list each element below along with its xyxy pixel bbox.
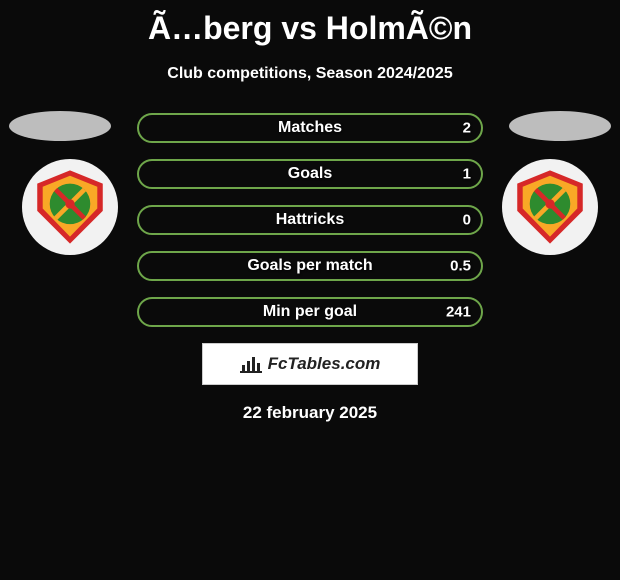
stat-row-gpm: Goals per match 0.5	[137, 251, 483, 281]
shield-icon	[511, 168, 589, 246]
stat-right-value: 0	[463, 212, 471, 229]
stat-right-value: 1	[463, 166, 471, 183]
stat-row-mpg: Min per goal 241	[137, 297, 483, 327]
player-right-ellipse	[509, 111, 611, 141]
footer-date: 22 february 2025	[0, 403, 620, 423]
page-title: Ã…berg vs HolmÃ©n	[0, 0, 620, 47]
comparison-content: Matches 2 Goals 1 Hattricks 0 Goals per …	[0, 111, 620, 423]
branding-text: FcTables.com	[268, 354, 381, 374]
stat-rows: Matches 2 Goals 1 Hattricks 0 Goals per …	[137, 111, 483, 327]
shield-icon	[31, 168, 109, 246]
stat-right-value: 0.5	[450, 258, 471, 275]
stat-label: Hattricks	[276, 211, 344, 229]
bar-chart-icon	[240, 355, 262, 373]
stat-label: Goals	[288, 165, 332, 183]
stat-row-hattricks: Hattricks 0	[137, 205, 483, 235]
stat-row-matches: Matches 2	[137, 113, 483, 143]
stat-label: Goals per match	[247, 257, 372, 275]
team-right-logo	[502, 159, 598, 255]
stat-row-goals: Goals 1	[137, 159, 483, 189]
stat-right-value: 2	[463, 120, 471, 137]
player-left-ellipse	[9, 111, 111, 141]
branding-box[interactable]: FcTables.com	[202, 343, 418, 385]
stat-label: Matches	[278, 119, 342, 137]
stat-label: Min per goal	[263, 303, 357, 321]
team-left-logo	[22, 159, 118, 255]
page-subtitle: Club competitions, Season 2024/2025	[0, 65, 620, 83]
stat-right-value: 241	[446, 304, 471, 321]
